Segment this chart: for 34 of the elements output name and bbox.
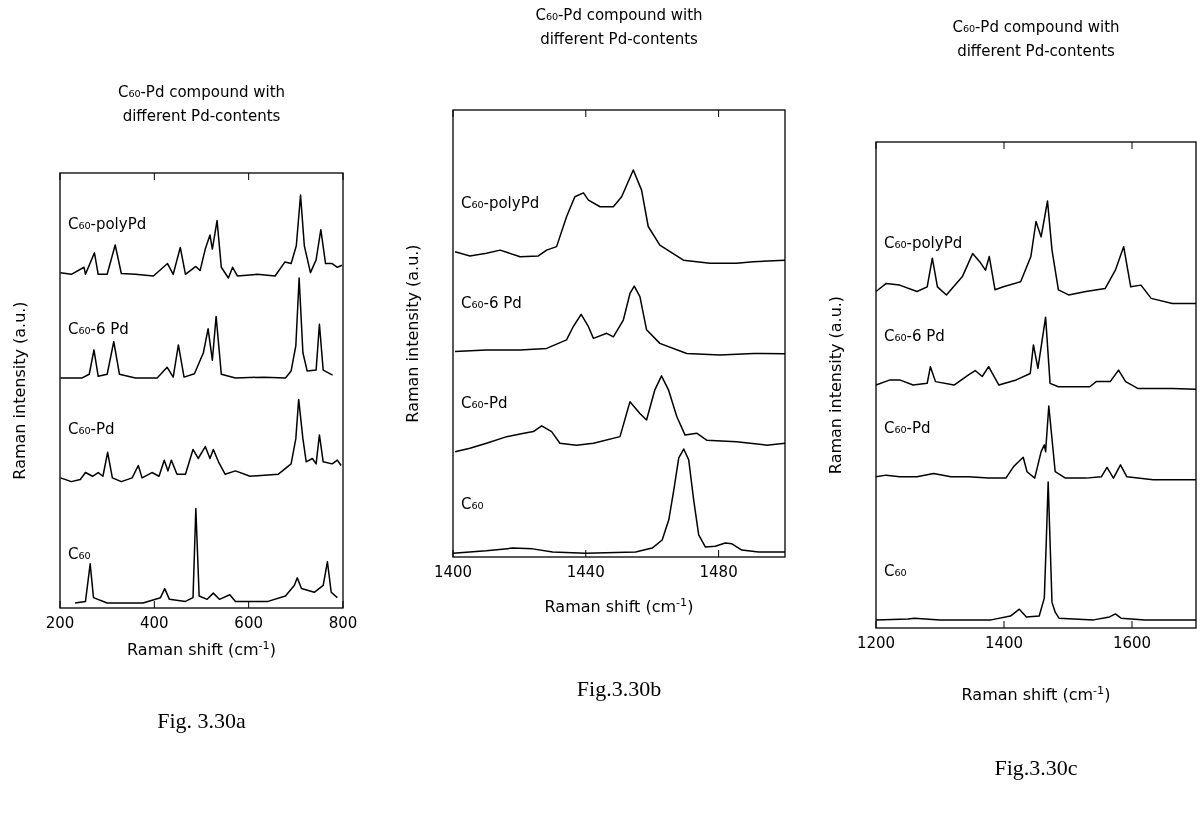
x-axis-title: Raman shift (cm$^{-1}$) xyxy=(127,638,276,659)
text: C₆₀ xyxy=(461,495,484,514)
series-label: C₆₀-Pd xyxy=(68,419,115,438)
chart-title: C₆₀-Pd compound with different Pd-contents xyxy=(952,18,1120,60)
series-label: C₆₀-polyPd xyxy=(68,214,147,233)
text: C₆₀ xyxy=(884,561,907,580)
text: C₆₀-6 Pd xyxy=(461,293,522,312)
series-label: C₆₀-polyPd xyxy=(884,233,963,252)
y-axis-title: Raman intensity (a.u.) xyxy=(9,301,29,480)
x-tick-label: 1400 xyxy=(984,634,1024,652)
series-label: C₆₀-polyPd xyxy=(461,193,540,212)
text: C₆₀-Pd xyxy=(884,418,931,437)
chart-title: C₆₀-Pd compound with different Pd-contents xyxy=(535,6,703,48)
x-tick-label: 800 xyxy=(328,614,358,632)
series-label: C₆₀-Pd xyxy=(461,393,508,412)
chart-title: C₆₀-Pd compound with different Pd-contents xyxy=(117,83,286,125)
x-axis-title: Raman shift (cm$^{-1}$) xyxy=(961,683,1111,704)
caption: Fig.3.30c xyxy=(994,755,1078,780)
x-tick-label: 200 xyxy=(45,614,75,632)
x-tick-label: 1480 xyxy=(699,563,738,581)
series-label: C₆₀ xyxy=(68,545,91,564)
y-axis-title: Raman intensity (a.u.) xyxy=(825,295,845,475)
caption: Fig. 3.30a xyxy=(157,708,247,733)
x-tick-label: 1600 xyxy=(1112,634,1152,652)
x-tick-label: 1440 xyxy=(566,563,605,581)
x-tick-label: 400 xyxy=(140,614,169,632)
x-tick-label: 600 xyxy=(234,614,263,632)
y-axis-title: Raman intensity (a.u.) xyxy=(402,244,422,423)
series-label: C₆₀-6 Pd xyxy=(68,319,129,338)
x-axis-title: Raman shift (cm$^{-1}$) xyxy=(544,595,694,616)
caption: Fig.3.30b xyxy=(576,676,662,701)
x-tick-label: 1200 xyxy=(856,634,896,652)
series-label: C₆₀-6 Pd xyxy=(884,327,945,346)
x-tick-label: 1400 xyxy=(433,563,473,581)
